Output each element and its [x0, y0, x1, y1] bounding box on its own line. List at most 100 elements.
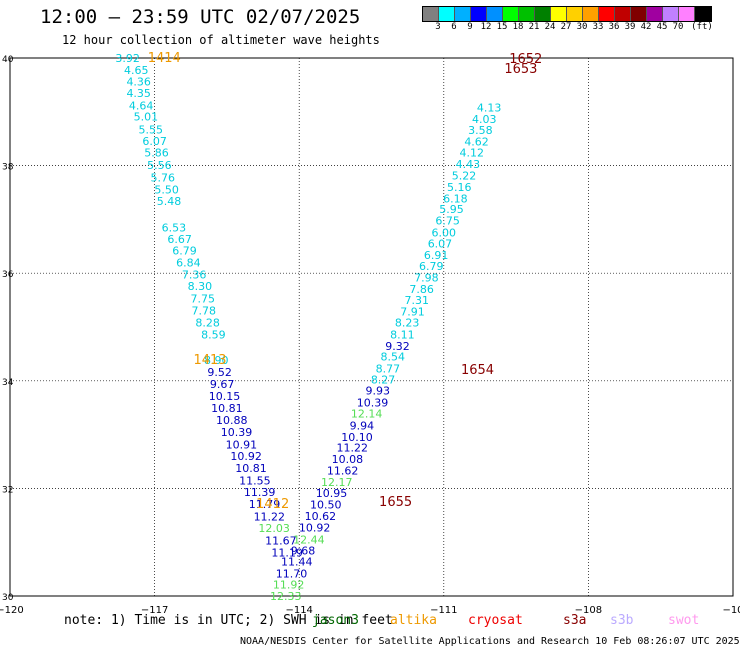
wave-height-value: 5.01: [134, 111, 159, 124]
wave-height-value: 5.50: [154, 183, 179, 196]
wave-height-value: 7.91: [400, 305, 425, 318]
wave-height-value: 10.81: [211, 402, 243, 415]
wave-height-value: 11.92: [273, 579, 305, 592]
pass-time-label: 1653: [504, 62, 537, 77]
wave-height-value: 10.92: [299, 522, 331, 535]
wave-height-value: 3.92: [115, 52, 140, 65]
colorbar-swatch: [455, 7, 471, 21]
lon-tick-label: −10: [722, 605, 740, 616]
lat-tick-label: 38: [2, 163, 14, 173]
wave-height-value: 10.10: [341, 431, 373, 444]
colorbar-swatch: [599, 7, 615, 21]
wave-height-value: 9.32: [385, 340, 410, 353]
pass-time-label: 1655: [379, 495, 412, 510]
colorbar-swatch: [679, 7, 695, 21]
satellite-s3a: s3a: [563, 613, 587, 628]
wave-height-value: 11.22: [336, 442, 368, 455]
wave-height-value: 5.22: [452, 169, 477, 182]
colorbar-label: 27: [560, 22, 572, 32]
wave-height-value: 9.52: [207, 366, 232, 379]
colorbar-swatch: [551, 7, 567, 21]
wave-height-value: 10.88: [216, 414, 248, 427]
pass-time-label: 1654: [461, 363, 494, 378]
wave-height-value: 9.68: [291, 544, 316, 557]
wave-height-value: 10.15: [209, 390, 241, 403]
colorbar-swatch: [439, 7, 455, 21]
wave-height-value: 11.55: [239, 474, 271, 487]
wave-height-value: 10.39: [221, 426, 253, 439]
wave-height-value: 11.39: [244, 486, 276, 499]
colorbar-label: 21: [528, 22, 540, 32]
wave-height-value: 6.67: [167, 233, 192, 246]
colorbar-label: 15: [496, 22, 508, 32]
colorbar-label: 70: [672, 22, 684, 32]
colorbar-swatch: [503, 7, 519, 21]
wave-height-value: 10.91: [226, 438, 258, 451]
colorbar-swatch: [647, 7, 663, 21]
lon-tick-label: −111: [430, 605, 457, 616]
wave-height-value: 9.67: [210, 378, 235, 391]
wave-height-value: 6.79: [419, 260, 444, 273]
wave-height-value: 4.36: [126, 76, 151, 89]
wave-height-value: 12.33: [270, 590, 302, 603]
wave-height-value: 11.62: [327, 465, 359, 478]
wave-height-value: 4.03: [472, 113, 497, 126]
lat-tick-label: 30: [2, 593, 14, 603]
satellite-cryosat: cryosat: [468, 613, 523, 628]
wave-height-value: 10.50: [310, 499, 342, 512]
lat-tick-label: 32: [2, 485, 13, 495]
wave-height-value: 11.19: [271, 546, 303, 559]
wave-height-value: 12.17: [321, 476, 353, 489]
page-title: 12:00 — 23:59 UTC 02/07/2025: [40, 6, 361, 28]
footer-credit: NOAA/NESDIS Center for Satellite Applica…: [240, 636, 740, 647]
wave-height-value: 5.56: [147, 159, 172, 172]
colorbar-label: 45: [656, 22, 668, 32]
satellite-altika: altika: [390, 613, 437, 628]
colorbar-label: 42: [640, 22, 652, 32]
wave-height-value: 10.62: [305, 510, 337, 523]
wave-height-value: 11.79: [249, 498, 281, 511]
wave-height-value: 5.48: [157, 195, 182, 208]
wave-height-value: 8.23: [395, 317, 420, 330]
wave-height-value: 5.16: [447, 181, 472, 194]
lon-tick-label: −108: [575, 605, 602, 616]
lat-tick-label: 34: [2, 378, 14, 388]
colorbar-swatch: [615, 7, 631, 21]
colorbar-label: 39: [624, 22, 636, 32]
colorbar-swatch: [519, 7, 535, 21]
wave-height-value: 8.90: [204, 354, 229, 367]
colorbar-swatch: [567, 7, 583, 21]
wave-height-value: 4.65: [124, 64, 149, 77]
pass-time-label: 1652: [509, 52, 542, 67]
lon-tick-label: −114: [285, 605, 312, 616]
wave-height-value: 6.18: [443, 192, 468, 205]
wave-height-value: 6.07: [142, 135, 167, 148]
colorbar-label: 12: [480, 22, 492, 32]
wave-height-value: 7.78: [192, 304, 217, 317]
wave-height-colorbar: [422, 6, 712, 22]
wave-height-value: 3.58: [468, 124, 493, 137]
wave-height-value: 7.86: [409, 283, 434, 296]
satellite-swot: swot: [668, 613, 700, 628]
wave-height-value: 8.77: [376, 362, 401, 375]
page-subtitle: 12 hour collection of altimeter wave hei…: [62, 33, 380, 47]
wave-height-value: 4.64: [129, 99, 154, 112]
wave-height-value: 6.84: [176, 256, 201, 269]
wave-height-value: 4.35: [126, 87, 151, 100]
wave-height-value: 5.55: [138, 124, 163, 137]
colorbar-label: 30: [576, 22, 588, 32]
wave-height-value: 12.14: [351, 408, 383, 421]
note-text: note: 1) Time is in UTC; 2) SWH is in fe…: [64, 613, 393, 628]
map-frame: [9, 57, 734, 597]
wave-height-value: 10.08: [332, 453, 364, 466]
wave-height-value: 5.76: [151, 171, 176, 184]
lat-tick-label: 36: [2, 270, 14, 280]
colorbar-label: 6: [451, 22, 457, 32]
colorbar-swatch: [583, 7, 599, 21]
colorbar-label: 18: [512, 22, 524, 32]
pass-time-label: 1412: [256, 497, 289, 512]
wave-height-value: 8.11: [390, 329, 415, 342]
satellite-s3b: s3b: [610, 613, 634, 628]
colorbar-swatch: [423, 7, 439, 21]
